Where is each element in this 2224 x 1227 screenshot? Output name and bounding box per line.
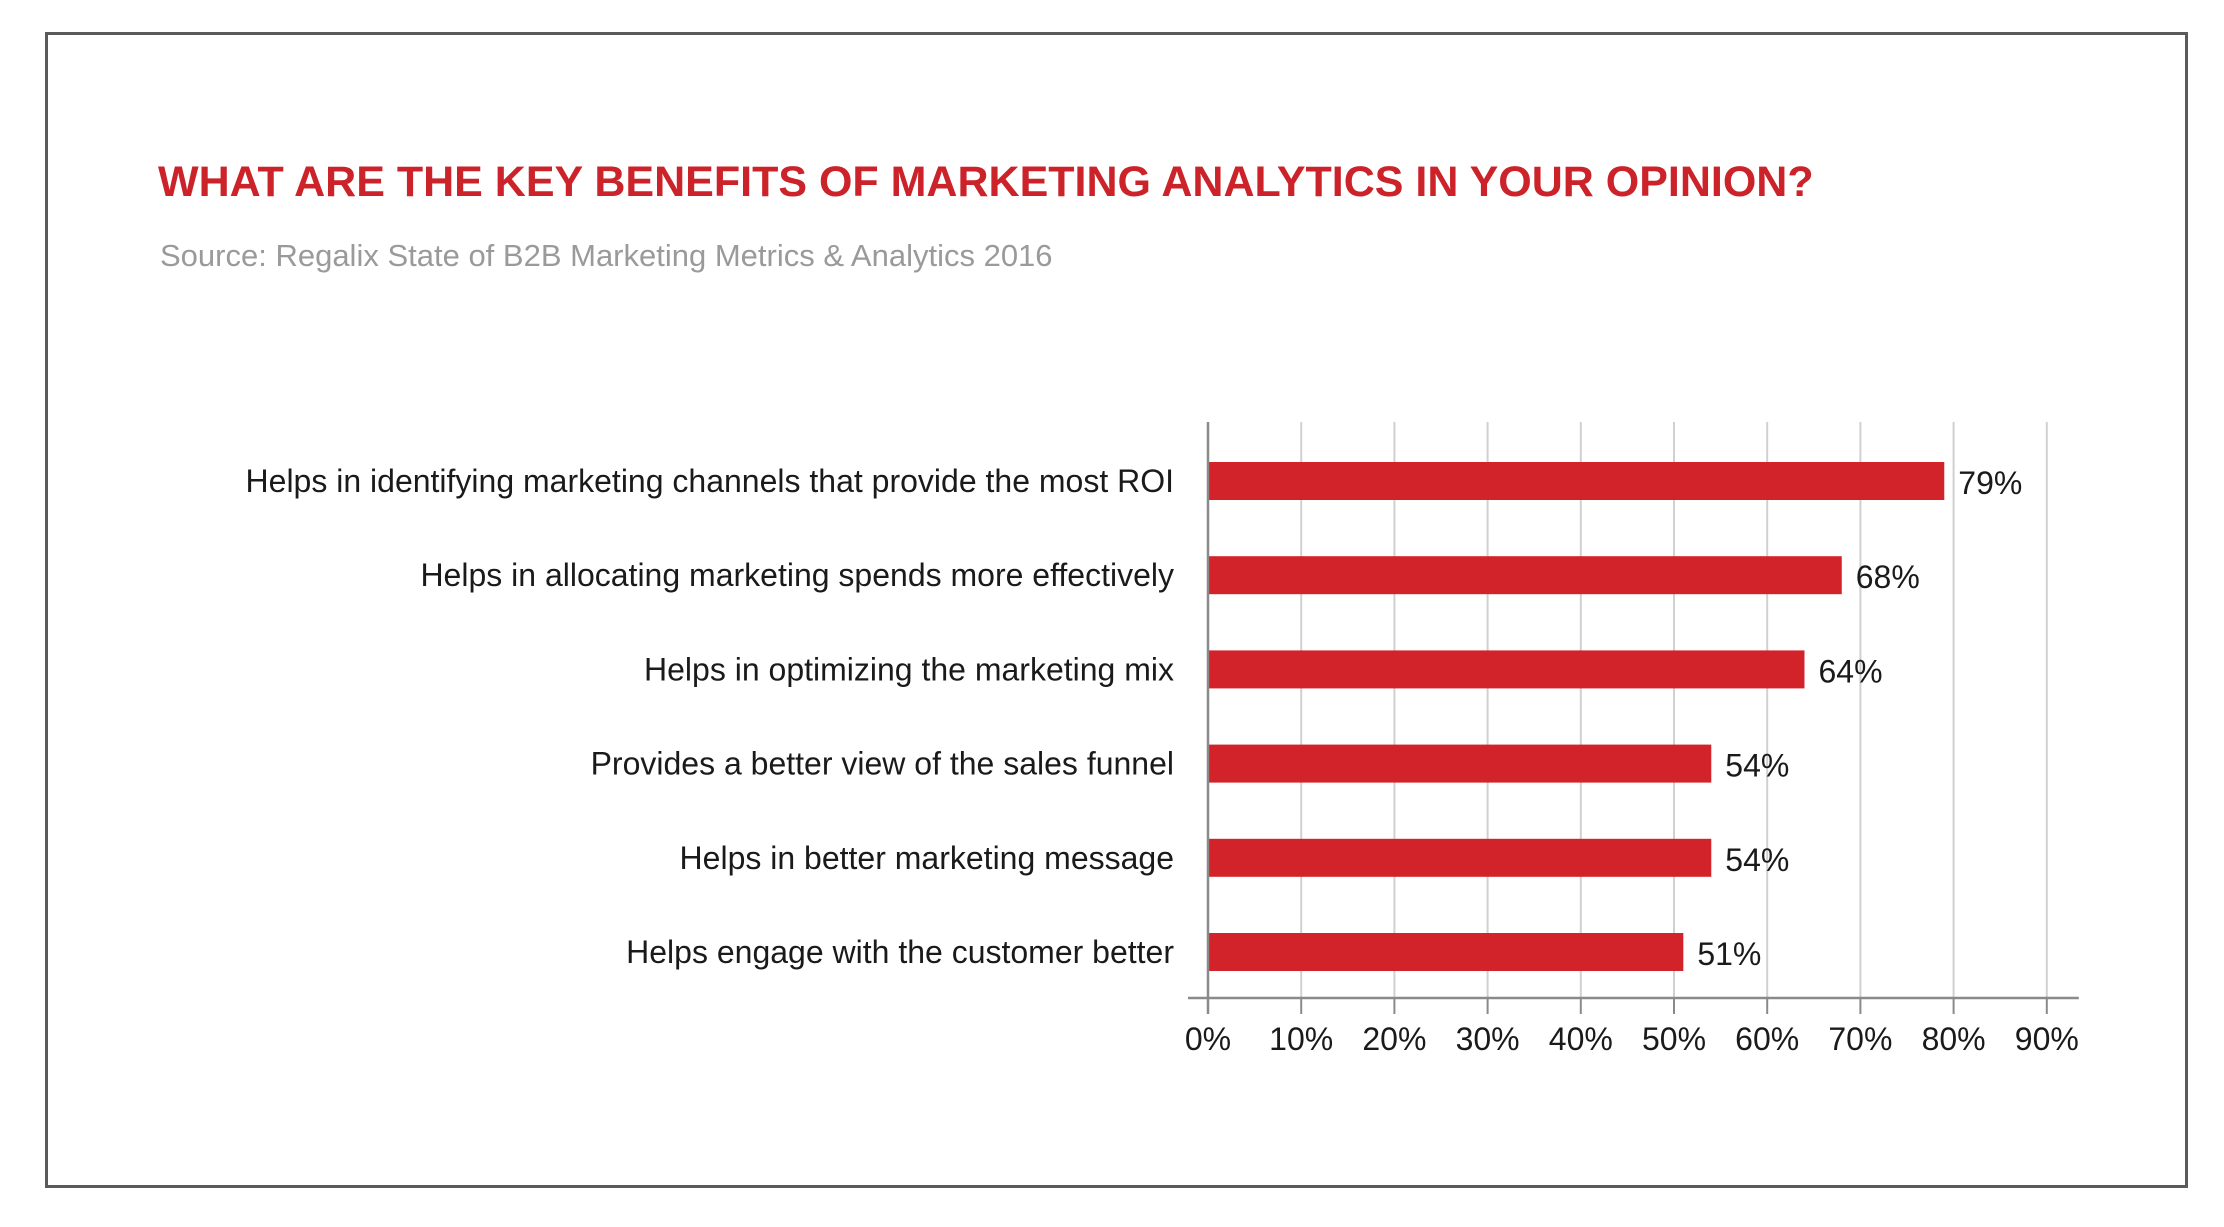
x-tick-label: 30% xyxy=(1456,1021,1520,1057)
category-label: Helps in allocating marketing spends mor… xyxy=(420,557,1174,593)
value-label: 51% xyxy=(1697,936,1761,972)
bar xyxy=(1208,462,1945,500)
x-tick-label: 20% xyxy=(1362,1021,1426,1057)
bar xyxy=(1208,556,1842,595)
x-tick-label: 40% xyxy=(1549,1021,1613,1057)
category-label: Helps engage with the customer better xyxy=(626,934,1174,970)
value-label: 54% xyxy=(1725,748,1789,784)
bar xyxy=(1208,650,1805,689)
x-tick-label: 0% xyxy=(1185,1021,1231,1057)
x-tick-label: 50% xyxy=(1642,1021,1706,1057)
axes xyxy=(1188,422,2079,1014)
category-label: Helps in better marketing message xyxy=(680,840,1174,876)
bar xyxy=(1208,838,1712,877)
gridlines xyxy=(1300,422,2048,998)
category-label: Helps in optimizing the marketing mix xyxy=(644,651,1174,687)
x-tick-label: 70% xyxy=(1828,1021,1892,1057)
value-label: 54% xyxy=(1725,842,1789,878)
x-tick-label: 80% xyxy=(1922,1021,1986,1057)
chart-source: Source: Regalix State of B2B Marketing M… xyxy=(160,238,1053,273)
bar xyxy=(1208,744,1712,783)
x-tick-label: 10% xyxy=(1269,1021,1333,1057)
value-label: 64% xyxy=(1818,653,1882,689)
x-tick-label: 90% xyxy=(2015,1021,2079,1057)
chart-frame xyxy=(45,32,2188,1188)
labels: 0% 10% 20% 30% 40% 50% 60% 70% 80% 90% Helps in id… xyxy=(246,463,2079,1057)
category-label: Provides a better view of the sales funn… xyxy=(591,746,1174,782)
value-label: 79% xyxy=(1958,465,2022,501)
bar xyxy=(1208,933,1684,971)
x-tick-label: 60% xyxy=(1735,1021,1799,1057)
category-label: Helps in identifying marketing channels … xyxy=(246,463,1174,499)
chart-title: WHAT ARE THE KEY BENEFITS OF MARKETING A… xyxy=(158,158,1814,206)
bars xyxy=(1208,462,1945,971)
value-label: 68% xyxy=(1856,559,1920,595)
